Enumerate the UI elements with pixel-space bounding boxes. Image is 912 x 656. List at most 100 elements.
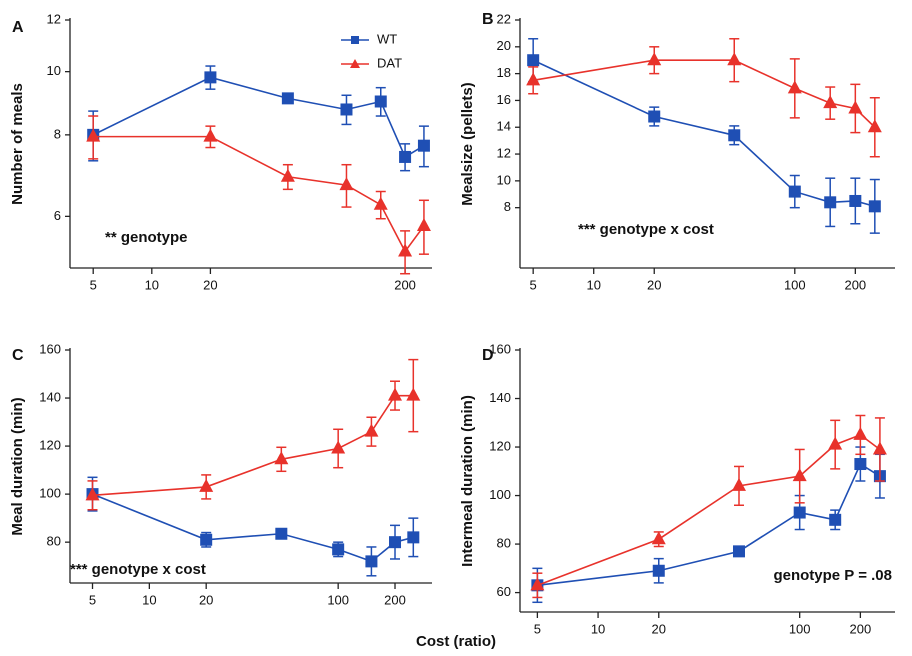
y-tick-label: 12 (497, 145, 511, 160)
marker-square (868, 200, 881, 213)
marker-triangle (651, 531, 666, 545)
series-line (532, 59, 876, 208)
marker-triangle (867, 119, 882, 133)
marker-square (365, 555, 378, 568)
x-tick-label: 5 (89, 592, 96, 607)
y-tick-label: 120 (489, 438, 511, 453)
y-tick-label: 18 (497, 65, 511, 80)
marker-square (281, 92, 294, 105)
marker-square (389, 536, 402, 549)
y-tick-label: 8 (504, 199, 511, 214)
x-tick-label: 10 (142, 592, 156, 607)
x-tick-label: 200 (384, 592, 406, 607)
marker-triangle (872, 441, 887, 455)
x-tick-label: 20 (199, 592, 213, 607)
marker-square (829, 513, 842, 526)
x-tick-label: 5 (534, 621, 541, 636)
marker-triangle (203, 128, 218, 142)
marker-square (728, 129, 741, 142)
annotation: ** genotype (105, 229, 188, 246)
x-tick-label: 10 (145, 277, 159, 292)
y-tick-label: 160 (489, 341, 511, 356)
marker-triangle (388, 387, 403, 401)
marker-triangle (364, 423, 379, 437)
y-tick-label: 10 (47, 63, 61, 78)
x-tick-label: 5 (90, 277, 97, 292)
y-axis-label: Mealsize (pellets) (459, 82, 476, 205)
annotation: *** genotype x cost (578, 221, 714, 238)
legend-label: WT (377, 31, 397, 46)
marker-square (399, 150, 412, 163)
marker-triangle (828, 436, 843, 450)
series-line (533, 59, 876, 128)
marker-triangle (406, 387, 421, 401)
marker-square (332, 543, 345, 556)
y-tick-label: 140 (39, 389, 61, 404)
y-tick-label: 80 (497, 536, 511, 551)
marker-triangle (416, 217, 431, 231)
marker-triangle (86, 128, 101, 142)
marker-triangle (339, 177, 354, 191)
marker-triangle (731, 477, 746, 491)
marker-square (374, 95, 387, 108)
marker-square (652, 564, 665, 577)
y-axis-label: Intermeal duration (min) (459, 395, 476, 567)
y-tick-label: 100 (39, 486, 61, 501)
y-tick-label: 60 (497, 584, 511, 599)
x-tick-label: 10 (591, 621, 605, 636)
marker-square (648, 110, 661, 123)
x-tick-label: 10 (586, 277, 600, 292)
panel-label: D (482, 347, 494, 364)
x-tick-label: 20 (203, 277, 217, 292)
marker-square (732, 545, 745, 558)
y-tick-label: 100 (489, 487, 511, 502)
annotation: genotype P = .08 (773, 567, 892, 584)
marker-square (417, 139, 430, 152)
marker-triangle (85, 487, 100, 501)
y-tick-label: 16 (497, 92, 511, 107)
marker-square (793, 506, 806, 519)
marker-triangle (727, 52, 742, 66)
y-tick-label: 80 (47, 534, 61, 549)
x-tick-label: 200 (844, 277, 866, 292)
marker-triangle (792, 468, 807, 482)
marker-triangle (848, 100, 863, 114)
marker-square (824, 196, 837, 209)
marker-square (340, 103, 353, 116)
panel-label: A (12, 19, 24, 36)
y-axis-label: Number of meals (9, 83, 26, 205)
y-tick-label: 22 (497, 11, 511, 26)
legend-label: DAT (377, 55, 402, 70)
marker-triangle (526, 72, 541, 86)
marker-triangle (398, 243, 413, 257)
marker-square (849, 194, 862, 207)
marker-triangle (823, 95, 838, 109)
marker-triangle (373, 196, 388, 210)
y-tick-label: 120 (39, 438, 61, 453)
series-line (92, 493, 414, 563)
x-tick-label: 200 (394, 277, 416, 292)
marker-square (275, 527, 288, 540)
marker-square (200, 533, 213, 546)
legend-marker (351, 36, 359, 44)
y-tick-label: 6 (54, 208, 61, 223)
marker-triangle (199, 478, 214, 492)
x-tick-label: 20 (652, 621, 666, 636)
marker-triangle (787, 80, 802, 94)
panel-label: B (482, 11, 494, 28)
y-tick-label: 140 (489, 390, 511, 405)
y-tick-label: 14 (497, 119, 511, 134)
series-line (537, 434, 881, 587)
annotation: *** genotype x cost (70, 561, 206, 578)
x-tick-label: 100 (784, 277, 806, 292)
y-tick-label: 20 (497, 38, 511, 53)
marker-triangle (647, 52, 662, 66)
legend-marker (350, 59, 360, 68)
marker-triangle (853, 426, 868, 440)
marker-square (788, 185, 801, 198)
panel-label: C (12, 347, 24, 364)
x-tick-label: 100 (327, 592, 349, 607)
series-line (92, 394, 414, 497)
shared-x-label: Cost (ratio) (416, 633, 496, 650)
